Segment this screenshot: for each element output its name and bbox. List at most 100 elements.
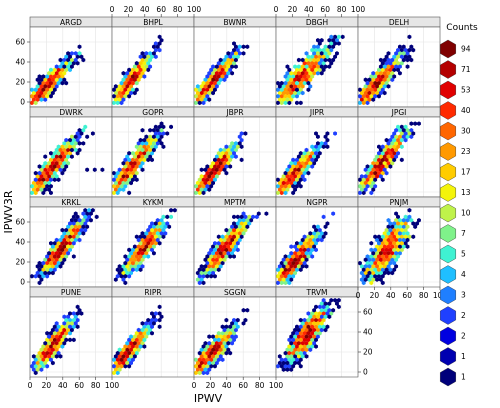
- hexbin-cell: [75, 54, 80, 59]
- hexbin-cell: [211, 160, 215, 166]
- hexbin-cell: [279, 364, 284, 369]
- hexbin-cell: [201, 184, 206, 189]
- hexbin-cell: [285, 77, 290, 83]
- hexbin-cell: [336, 304, 341, 310]
- hexbin-cell: [37, 80, 42, 86]
- hexbin-cell: [62, 257, 67, 263]
- hexbin-cell: [296, 327, 301, 333]
- hexbin-cell: [144, 321, 149, 326]
- hexbin-cell: [243, 227, 248, 233]
- hexbin-cell: [411, 234, 416, 239]
- hexbin-cell: [335, 301, 339, 306]
- hexbin-cell: [241, 211, 246, 216]
- hexbin-cell: [329, 61, 334, 66]
- hexbin-cell: [230, 51, 235, 56]
- hexbin-cell: [144, 250, 149, 256]
- hexbin-cell: [237, 134, 242, 140]
- hexbin-cell: [142, 144, 147, 149]
- hexbin-cell: [56, 260, 61, 266]
- hexbin-cell: [151, 44, 156, 50]
- hexbin-cell: [153, 311, 158, 316]
- hexbin-cell: [127, 87, 132, 92]
- panel-hexbins: [111, 121, 174, 196]
- hexbin-cell: [203, 367, 208, 372]
- hexbin-cell: [117, 180, 122, 186]
- hexbin-cell: [312, 340, 317, 346]
- hexbin-cell: [207, 367, 212, 372]
- hexbin-cell: [203, 264, 208, 269]
- hexbin-cell: [56, 331, 61, 336]
- hexbin-cell: [50, 84, 55, 89]
- hexbin-cell: [136, 257, 141, 263]
- hexbin-cell: [129, 180, 133, 186]
- hexbin-cell: [203, 354, 208, 359]
- hexbin-cell: [142, 151, 147, 156]
- hexbin-cell: [129, 270, 133, 276]
- hexbin-cell: [218, 57, 223, 63]
- hexbin-cell: [304, 354, 309, 359]
- hexbin-cell: [392, 260, 397, 266]
- hexbin-cell: [205, 357, 210, 362]
- hexbin-cell: [52, 157, 57, 163]
- hexbin-cell: [150, 317, 154, 323]
- x-tick-label: 60: [74, 381, 84, 390]
- hexbin-cell: [131, 344, 135, 349]
- hexbin-cell: [369, 170, 374, 176]
- hexbin-cell: [43, 340, 48, 346]
- legend-swatch: [440, 39, 456, 59]
- hexbin-cell: [319, 70, 324, 76]
- hexbin-cell: [142, 247, 147, 253]
- hexbin-cell: [369, 247, 374, 253]
- hexbin-cell: [113, 367, 118, 372]
- hexbin-cell: [39, 174, 44, 179]
- hexbin-cell: [79, 54, 84, 59]
- hexbin-cell: [146, 317, 151, 323]
- hexbin-cell: [224, 54, 229, 59]
- hexbin-cell: [50, 77, 55, 83]
- hexbin-cell: [230, 224, 235, 230]
- hexbin-cell: [321, 54, 326, 59]
- hexbin-cell: [125, 270, 130, 276]
- hexbin-cell: [281, 264, 286, 269]
- hexbin-cell: [399, 234, 404, 239]
- hexbin-cell: [277, 277, 282, 282]
- hexbin-cell: [123, 184, 128, 189]
- hexbin-cell: [214, 77, 219, 83]
- hexbin-cell: [150, 151, 154, 156]
- hexbin-cell: [220, 74, 225, 79]
- hexbin-cell: [293, 360, 297, 366]
- hexbin-cell: [132, 70, 137, 76]
- hexbin-cell: [287, 184, 292, 189]
- hexbin-cell: [144, 51, 149, 56]
- hexbin-cell: [45, 80, 50, 86]
- hexbin-cell: [300, 334, 305, 339]
- hexbin-cell: [129, 90, 133, 96]
- hexbin-cell: [207, 334, 212, 339]
- panel-strip-label: JPGI: [391, 108, 407, 117]
- hexbin-cell: [47, 270, 51, 276]
- hexbin-cell: [302, 74, 307, 79]
- hexbin-cell: [363, 277, 368, 282]
- hexbin-cell: [373, 234, 378, 239]
- hexbin-cell: [411, 221, 416, 226]
- hexbin-cell: [405, 224, 410, 230]
- hexbin-cell: [289, 70, 294, 76]
- hexbin-cell: [302, 67, 307, 73]
- hexbin-cell: [380, 260, 385, 266]
- hexbin-cell: [302, 331, 307, 336]
- hexbin-cell: [403, 241, 408, 246]
- hexbin-cell: [382, 70, 387, 76]
- hexbin-cell: [49, 157, 53, 163]
- hexbin-cell: [241, 44, 246, 50]
- hexbin-cell: [134, 260, 139, 266]
- hexbin-cell: [45, 350, 50, 356]
- hexbin-cell: [73, 231, 78, 236]
- hexbin-cell: [151, 244, 156, 249]
- legend-entry: 13: [440, 183, 471, 202]
- hexbin-cell: [123, 74, 128, 79]
- hexbin-cell: [289, 167, 294, 173]
- hexbin-cell: [367, 90, 372, 96]
- hexbin-cell: [121, 347, 126, 353]
- hexbin-cell: [382, 237, 387, 243]
- hexbin-cell: [298, 164, 303, 169]
